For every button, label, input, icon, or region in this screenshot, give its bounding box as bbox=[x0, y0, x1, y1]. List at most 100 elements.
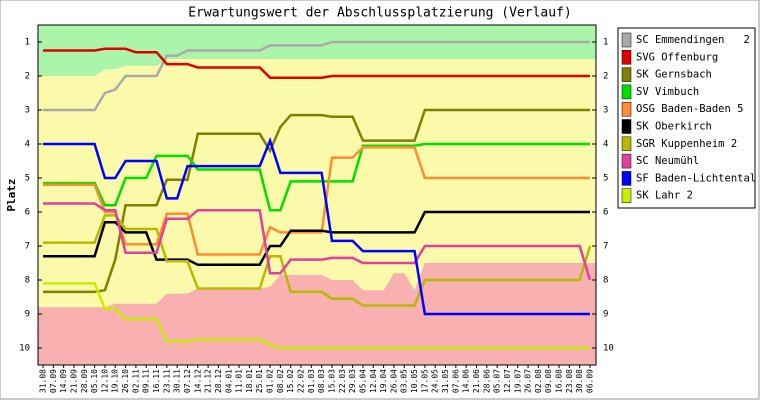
series-line bbox=[43, 47, 590, 79]
x-tick-label: 15.03 bbox=[327, 369, 336, 393]
x-tick-label: 01.03 bbox=[307, 369, 316, 393]
x-tick-label: 02.08 bbox=[534, 369, 543, 393]
series-line bbox=[43, 136, 590, 316]
x-tick-label: 26.10 bbox=[121, 369, 130, 393]
y-tick-label: 2 bbox=[25, 72, 30, 82]
zone bbox=[38, 25, 596, 76]
legend-swatch bbox=[621, 119, 632, 134]
x-tick-label: 09.08 bbox=[544, 369, 553, 393]
x-tick-label: 19.04 bbox=[379, 369, 388, 393]
y-tick-label-right: 10 bbox=[603, 344, 614, 354]
y-tick-label: 5 bbox=[25, 174, 30, 184]
series-line bbox=[43, 202, 592, 281]
x-tick-label: 28.09 bbox=[80, 369, 89, 393]
x-tick-label: 06.09 bbox=[586, 369, 595, 393]
x-tick-label: 26.04 bbox=[389, 369, 398, 393]
x-tick-label: 21.12 bbox=[204, 369, 213, 393]
legend-swatch bbox=[621, 153, 632, 169]
y-tick-label: 7 bbox=[25, 242, 30, 252]
series-line bbox=[43, 108, 590, 294]
x-tick-label: 26.07 bbox=[524, 369, 533, 393]
x-tick-label: 12.04 bbox=[369, 369, 378, 393]
x-tick-label: 19.07 bbox=[513, 369, 522, 393]
x-tick-label: 10.05 bbox=[410, 369, 419, 393]
x-tick-label: 11.01 bbox=[235, 369, 244, 393]
x-tick-label: 05.04 bbox=[358, 369, 367, 393]
x-tick-label: 07.09 bbox=[49, 369, 58, 393]
x-tick-label: 31.05 bbox=[441, 369, 450, 393]
x-tick-label: 25.01 bbox=[255, 369, 264, 393]
legend-label: SF Baden-Lichtental bbox=[636, 172, 756, 184]
x-tick-label: 18.01 bbox=[245, 369, 254, 393]
x-tick-label: 21.09 bbox=[69, 369, 78, 393]
x-tick-label: 23.08 bbox=[565, 369, 574, 393]
legend-label: SC Emmendingen 2 bbox=[636, 34, 750, 46]
x-tick-label: 15.02 bbox=[286, 369, 295, 393]
y-tick-label: 1 bbox=[25, 38, 30, 48]
y-tick-label: 3 bbox=[25, 106, 30, 116]
x-tick-label: 12.07 bbox=[503, 369, 512, 393]
legend-swatch bbox=[621, 50, 632, 65]
legend-label: SC Neumühl bbox=[636, 155, 699, 167]
x-tick-label: 29.03 bbox=[348, 369, 357, 393]
series-line bbox=[43, 142, 590, 212]
x-tick-label: 28.06 bbox=[482, 369, 491, 393]
series-line bbox=[43, 146, 590, 256]
legend-swatch bbox=[621, 171, 632, 186]
y-tick-label: 8 bbox=[25, 276, 30, 286]
series-line bbox=[43, 282, 590, 350]
y-tick-label-right: 5 bbox=[603, 174, 608, 184]
y-tick-label-right: 9 bbox=[603, 310, 608, 320]
x-tick-label: 03.05 bbox=[400, 369, 409, 393]
x-tick-label: 09.11 bbox=[142, 369, 151, 393]
series-line bbox=[43, 40, 590, 112]
legend-label: SVG Offenburg bbox=[636, 51, 718, 63]
legend-swatch bbox=[621, 32, 632, 48]
legend-swatch bbox=[621, 136, 632, 152]
x-tick-label: 05.07 bbox=[493, 369, 502, 393]
legend-swatch bbox=[621, 188, 632, 203]
x-tick-label: 16.08 bbox=[555, 369, 564, 393]
x-tick-label: 30.08 bbox=[575, 369, 584, 393]
y-tick-label: 4 bbox=[25, 140, 30, 150]
x-tick-label: 24.05 bbox=[431, 369, 440, 393]
x-tick-label: 19.10 bbox=[111, 369, 120, 393]
x-tick-label: 23.11 bbox=[162, 369, 171, 393]
x-tick-label: 22.03 bbox=[338, 369, 347, 393]
plot-frame bbox=[37, 24, 597, 366]
x-tick-label: 01.02 bbox=[266, 369, 275, 393]
y-tick-label: 9 bbox=[25, 310, 30, 320]
y-tick-label-right: 6 bbox=[603, 208, 608, 218]
y-tick-label-right: 7 bbox=[603, 242, 608, 252]
x-tick-label: 04.01 bbox=[224, 369, 233, 393]
legend-box bbox=[617, 27, 756, 209]
x-tick-label: 14.12 bbox=[193, 369, 202, 393]
x-tick-label: 12.10 bbox=[100, 369, 109, 393]
x-tick-label: 14.06 bbox=[462, 369, 471, 393]
y-tick-label-right: 3 bbox=[603, 106, 608, 116]
y-axis-label: Platz bbox=[5, 178, 18, 211]
series-line bbox=[43, 214, 592, 307]
x-tick-label: 16.11 bbox=[152, 369, 161, 393]
y-tick-label-right: 4 bbox=[603, 140, 608, 150]
y-tick-label: 6 bbox=[25, 208, 30, 218]
legend-label: SK Oberkirch bbox=[636, 121, 712, 133]
x-tick-label: 28.12 bbox=[214, 369, 223, 393]
y-tick-label-right: 2 bbox=[603, 72, 608, 82]
y-tick-label: 10 bbox=[19, 344, 30, 354]
legend-swatch bbox=[621, 101, 632, 117]
x-tick-label: 21.06 bbox=[472, 369, 481, 393]
x-tick-label: 31.08 bbox=[39, 369, 48, 393]
legend-swatch bbox=[621, 84, 632, 100]
x-tick-label: 05.10 bbox=[90, 369, 99, 393]
x-tick-label: 08.03 bbox=[317, 369, 326, 393]
legend-label: OSG Baden-Baden 5 bbox=[636, 103, 743, 115]
legend-label: SGR Kuppenheim 2 bbox=[636, 138, 737, 150]
x-tick-label: 30.11 bbox=[173, 369, 182, 393]
zone bbox=[38, 263, 596, 365]
x-tick-label: 14.09 bbox=[59, 369, 68, 393]
chart-title: Erwartungswert der Abschlussplatzierung … bbox=[188, 6, 572, 21]
y-tick-label-right: 8 bbox=[603, 276, 608, 286]
x-tick-label: 02.11 bbox=[131, 369, 140, 393]
x-tick-label: 07.12 bbox=[183, 369, 192, 393]
